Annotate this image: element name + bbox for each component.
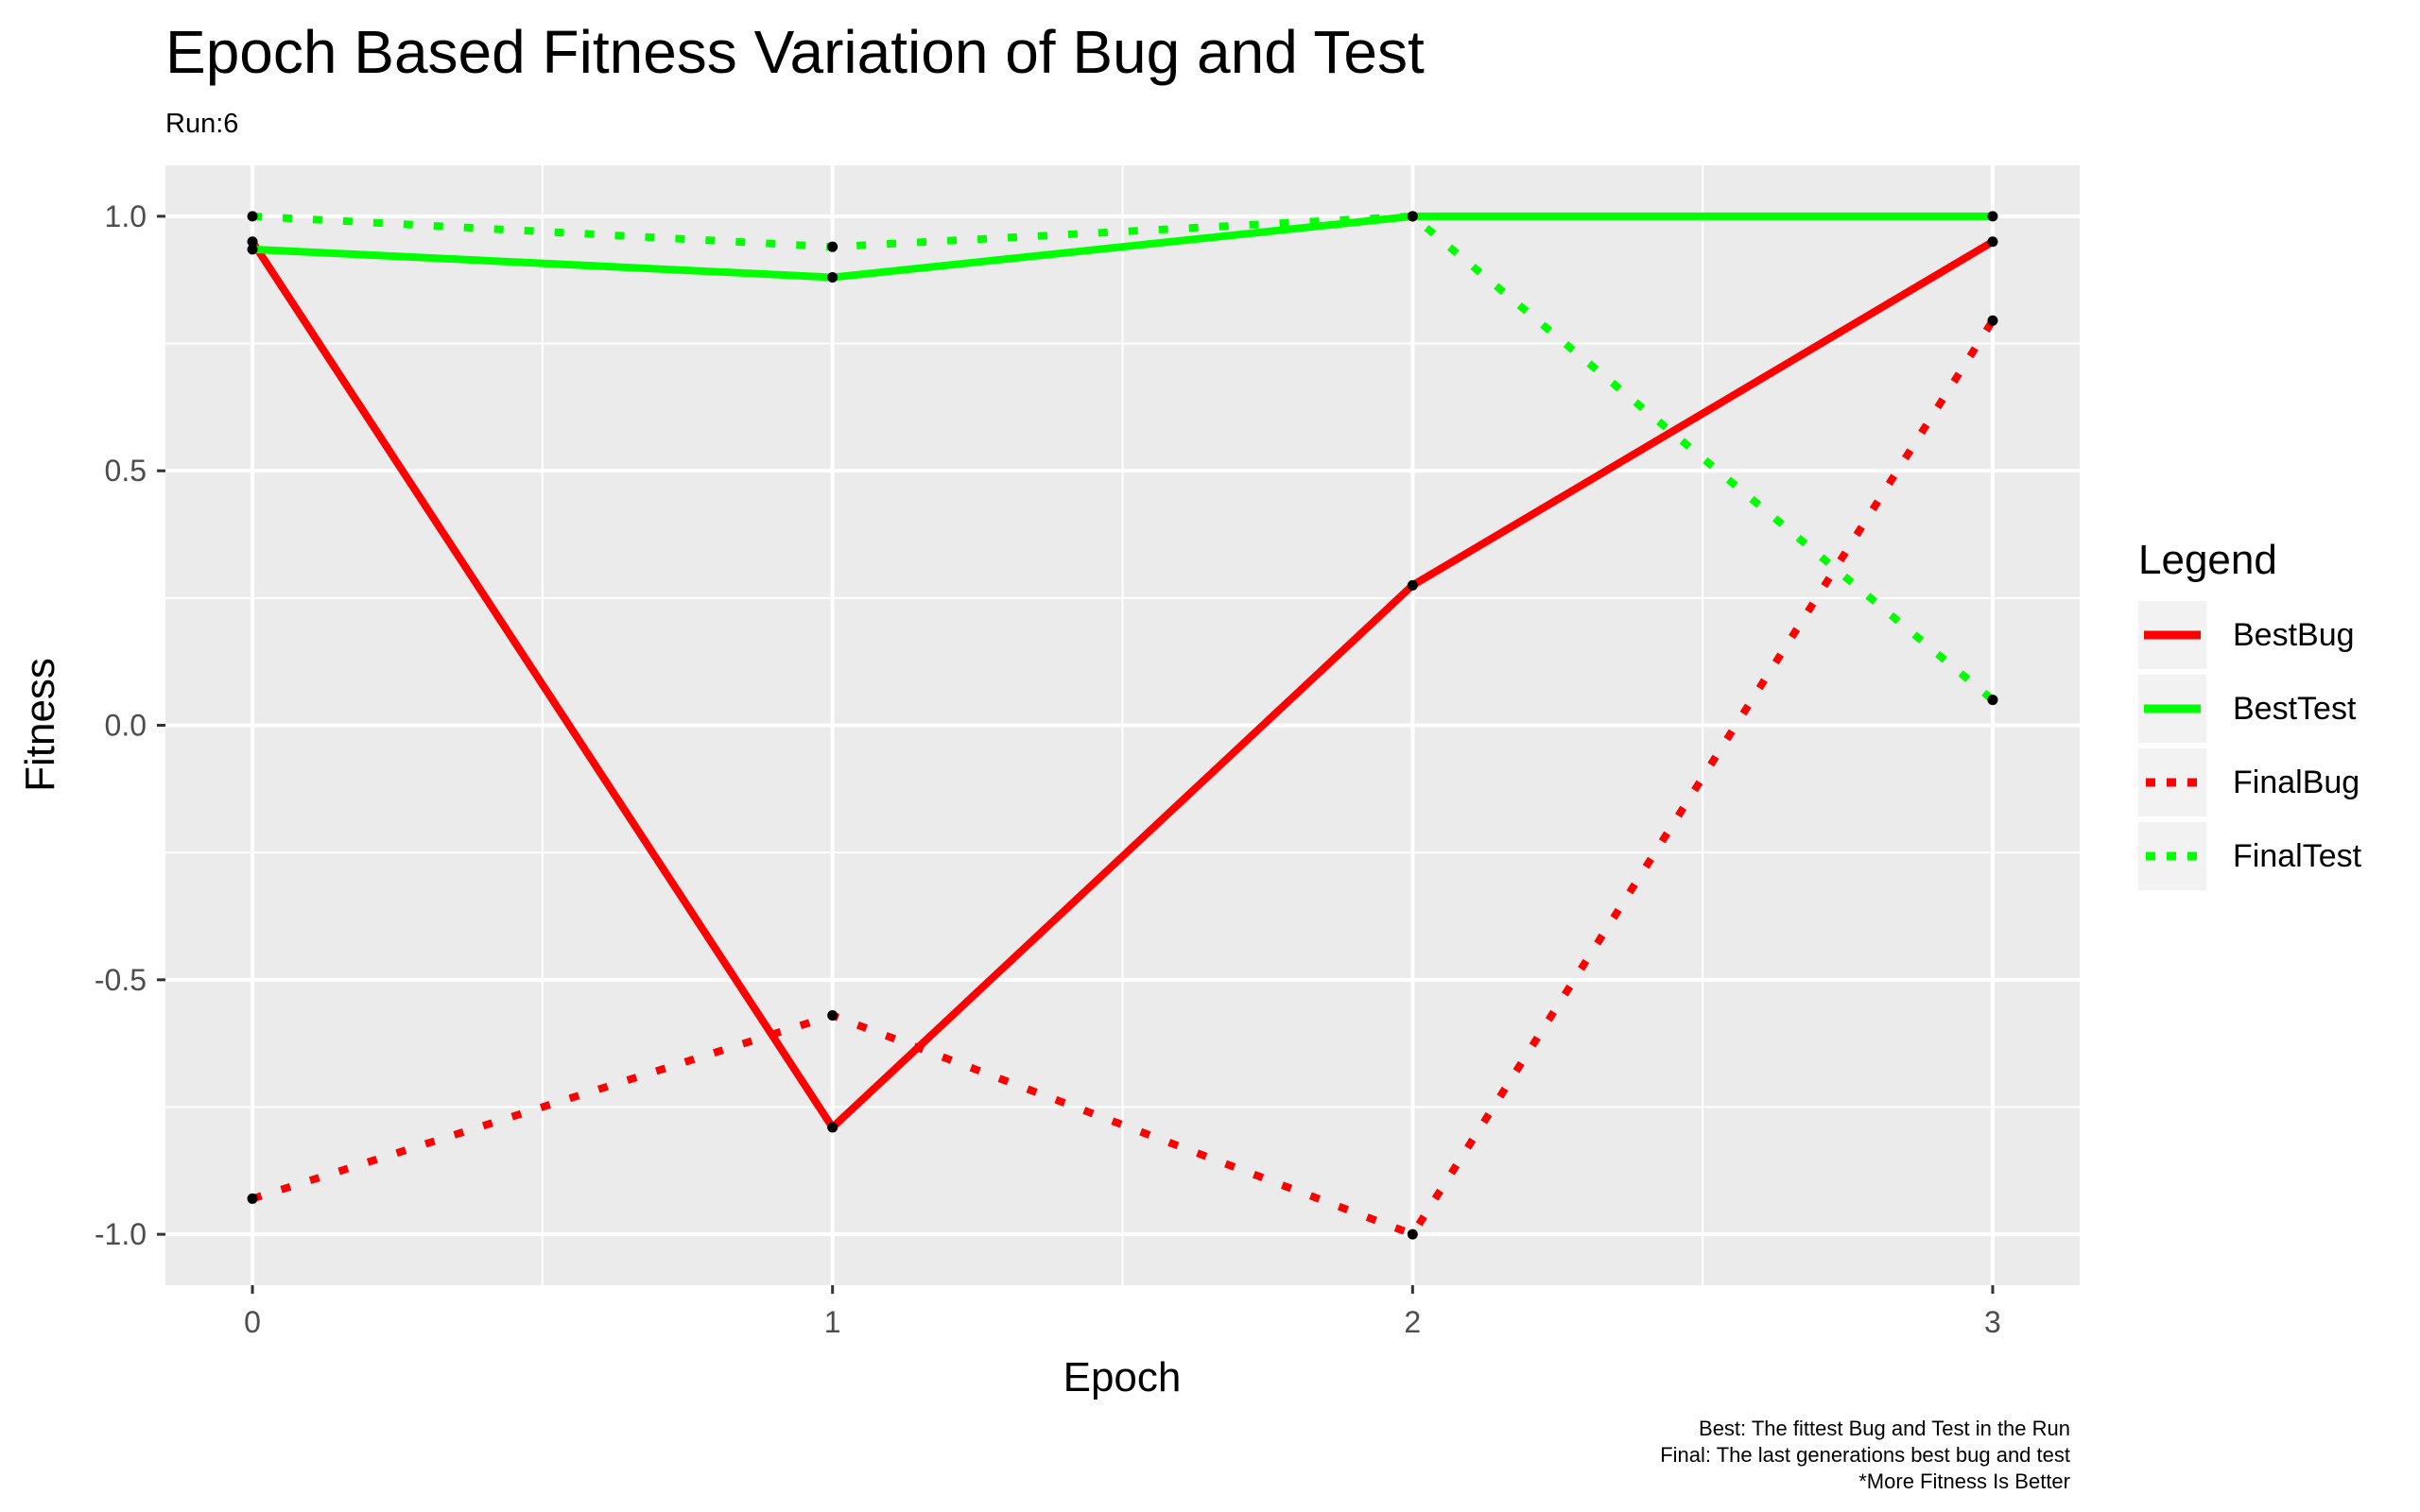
legend-title: Legend (2138, 537, 2277, 583)
legend-item-bestbug: BestBug (2138, 601, 2361, 669)
chart-caption: Best: The fittest Bug and Test in the Ru… (1660, 1416, 2070, 1495)
y-tick-label: 0.5 (105, 454, 147, 488)
legend-key (2138, 822, 2206, 890)
caption-line: Best: The fittest Bug and Test in the Ru… (1699, 1417, 2070, 1440)
series-line-finalbug (251, 318, 1996, 1239)
data-point-bestbug (827, 1122, 838, 1133)
data-point-finalbug (1987, 315, 1998, 326)
x-tick-label: 0 (244, 1305, 261, 1339)
legend-label: BestBug (2233, 616, 2355, 653)
data-point-besttest (1987, 211, 1998, 222)
data-point-finaltest (247, 211, 258, 222)
x-axis-title: Epoch (1063, 1354, 1182, 1400)
data-point-finalbug (827, 1010, 838, 1022)
y-tick-label: 1.0 (105, 199, 147, 233)
y-tick-label: -0.5 (95, 963, 147, 997)
series-line-besttest (251, 212, 1993, 282)
data-point-finaltest (827, 241, 838, 252)
x-tick-label: 1 (824, 1305, 841, 1339)
legend: Legend BestBug BestTest FinalBug FinalTest (2138, 537, 2361, 896)
data-point-bestbug (1987, 236, 1998, 248)
data-point-bestbug (1407, 579, 1418, 591)
legend-label: FinalTest (2233, 837, 2362, 874)
data-point-bestbug (247, 236, 258, 248)
caption-line: *More Fitness Is Better (1858, 1469, 2070, 1493)
y-axis-title: Fitness (17, 658, 63, 792)
legend-key (2138, 601, 2206, 669)
y-tick-label: 0.0 (105, 709, 147, 743)
x-axis: 0 1 2 3 (244, 1285, 2001, 1339)
legend-item-besttest: BestTest (2138, 675, 2361, 743)
data-point-finaltest (1987, 695, 1998, 706)
legend-label: FinalBug (2233, 764, 2360, 800)
legend-label: BestTest (2233, 690, 2357, 727)
points-layer (247, 211, 1998, 1240)
legend-item-finaltest: FinalTest (2138, 822, 2361, 890)
series-line-bestbug (249, 238, 1995, 1132)
data-point-finalbug (247, 1193, 258, 1204)
legend-key (2138, 675, 2206, 743)
data-point-finaltest (1407, 211, 1418, 222)
chart-subtitle: Run:6 (165, 109, 239, 139)
legend-key (2138, 748, 2206, 816)
x-tick-label: 3 (1984, 1305, 2001, 1339)
x-tick-label: 2 (1404, 1305, 1421, 1339)
data-point-besttest (247, 244, 258, 255)
major-gridlines (165, 165, 2080, 1285)
y-axis: -1.0 -0.5 0.0 0.5 1.0 (95, 199, 165, 1251)
legend-item-finalbug: FinalBug (2138, 748, 2361, 816)
series-layer (249, 212, 1996, 1239)
y-tick-label: -1.0 (95, 1217, 147, 1251)
data-point-finalbug (1407, 1228, 1418, 1240)
legend-items: BestBug BestTest FinalBug FinalTest (2138, 601, 2361, 890)
caption-line: Final: The last generations best bug and… (1660, 1443, 2070, 1467)
data-point-besttest (827, 272, 838, 283)
chart-title: Epoch Based Fitness Variation of Bug and… (165, 18, 1425, 86)
